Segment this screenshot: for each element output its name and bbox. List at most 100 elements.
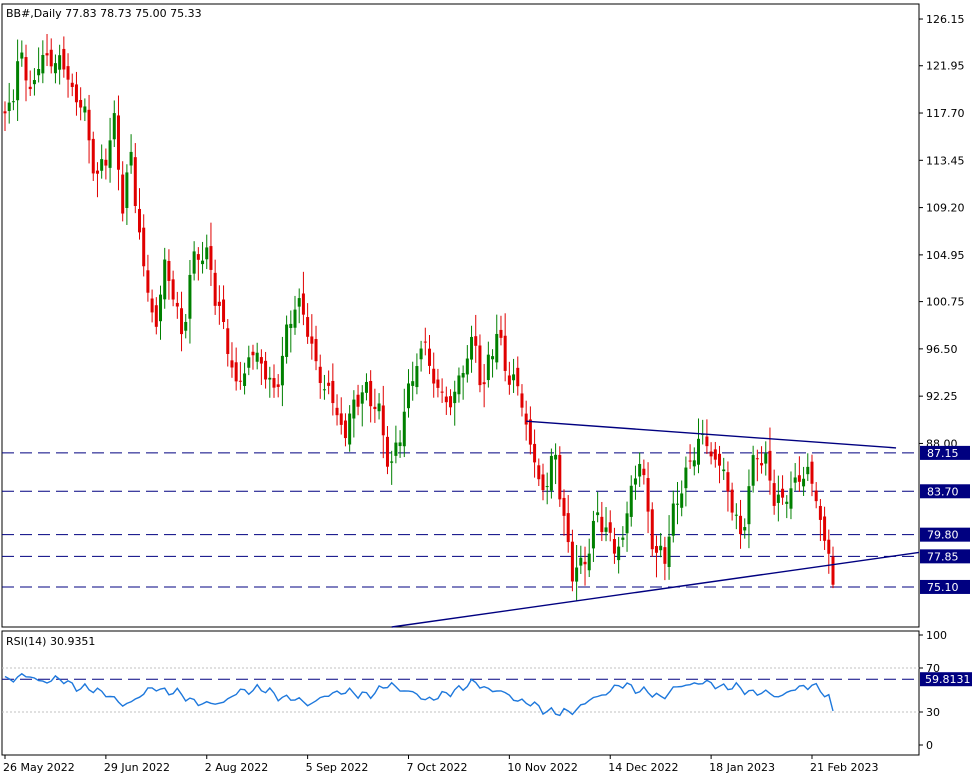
candle [41,40,45,84]
candle [293,295,297,335]
candle [276,374,280,398]
candle [621,526,625,548]
candle [175,291,179,319]
candle [755,449,759,482]
candle [377,393,381,420]
candle [318,354,322,399]
candle [184,314,188,339]
candle [310,314,314,360]
candle [528,406,532,455]
candle [461,365,465,400]
candle [49,38,53,74]
candle [230,342,234,378]
candle [192,241,196,281]
candle [612,527,616,564]
rsi-y-tick-label: 70 [926,662,940,675]
candle [806,453,810,481]
candle [751,445,755,493]
rsi-title: RSI(14) 30.9351 [6,635,95,648]
candle [474,314,478,363]
candle [251,344,255,370]
candle [133,143,137,214]
lower-trendline [391,551,920,628]
rsi-y-tick-label: 100 [926,629,947,642]
candle [180,291,184,352]
candle [159,285,163,340]
candle [402,388,406,458]
x-tick-label: 2 Aug 2022 [205,761,268,774]
candle [692,447,696,476]
candle [781,475,785,505]
candle [343,413,347,447]
candle [722,457,726,480]
candle [617,536,621,574]
candle [764,441,768,476]
candle [587,538,591,577]
candle [146,254,150,302]
candle [322,374,326,400]
candle [440,378,444,403]
price-level-label: 87.15 [927,447,959,460]
x-tick-label: 5 Sep 2022 [306,761,369,774]
candle [768,427,772,495]
candle [533,429,537,478]
candle [718,445,722,484]
candle [449,389,453,416]
candle [91,131,95,181]
candle [516,356,520,396]
candle [802,466,806,496]
candle [381,385,385,459]
candle [470,325,474,373]
candle [411,361,415,401]
price-panel: BB#,Daily 77.83 78.73 75.00 75.33 126.15 1… [1,3,970,628]
candle [760,446,764,474]
candle [491,349,495,378]
candle [3,101,7,132]
candle [831,546,835,589]
candle [663,536,667,581]
candle [654,535,658,578]
candle [680,480,684,517]
candle [541,463,545,501]
candle [558,446,562,507]
candle [74,71,78,116]
upper-trendline [526,420,897,449]
candle [213,259,217,315]
candle [58,44,62,85]
candle [499,315,503,346]
candle [7,82,11,124]
candle [24,44,28,102]
candle [352,390,356,438]
candle [575,544,579,601]
rsi-level-label: 59.8131 [925,673,971,686]
candle [348,405,352,452]
candle [255,342,259,370]
candle [705,419,709,455]
candle [28,70,32,96]
candle [356,384,360,416]
candle [726,461,730,512]
candle [79,87,83,121]
candle [579,545,583,574]
price-y-tick-label: 104.95 [926,249,965,262]
candle [222,285,226,330]
candle [495,314,499,370]
candle [608,510,612,542]
candle [642,459,646,485]
candle [32,68,36,96]
candle [743,518,747,539]
candle [20,40,24,67]
candle [566,495,570,553]
candle [11,89,15,111]
candle [562,489,566,536]
candle [675,482,679,525]
candle [385,426,389,475]
candle [507,361,511,395]
rsi-panel-frame [1,630,920,756]
candle [747,469,751,549]
candle [37,47,41,83]
candle [545,472,549,505]
candle [201,241,205,274]
candle [591,510,595,562]
